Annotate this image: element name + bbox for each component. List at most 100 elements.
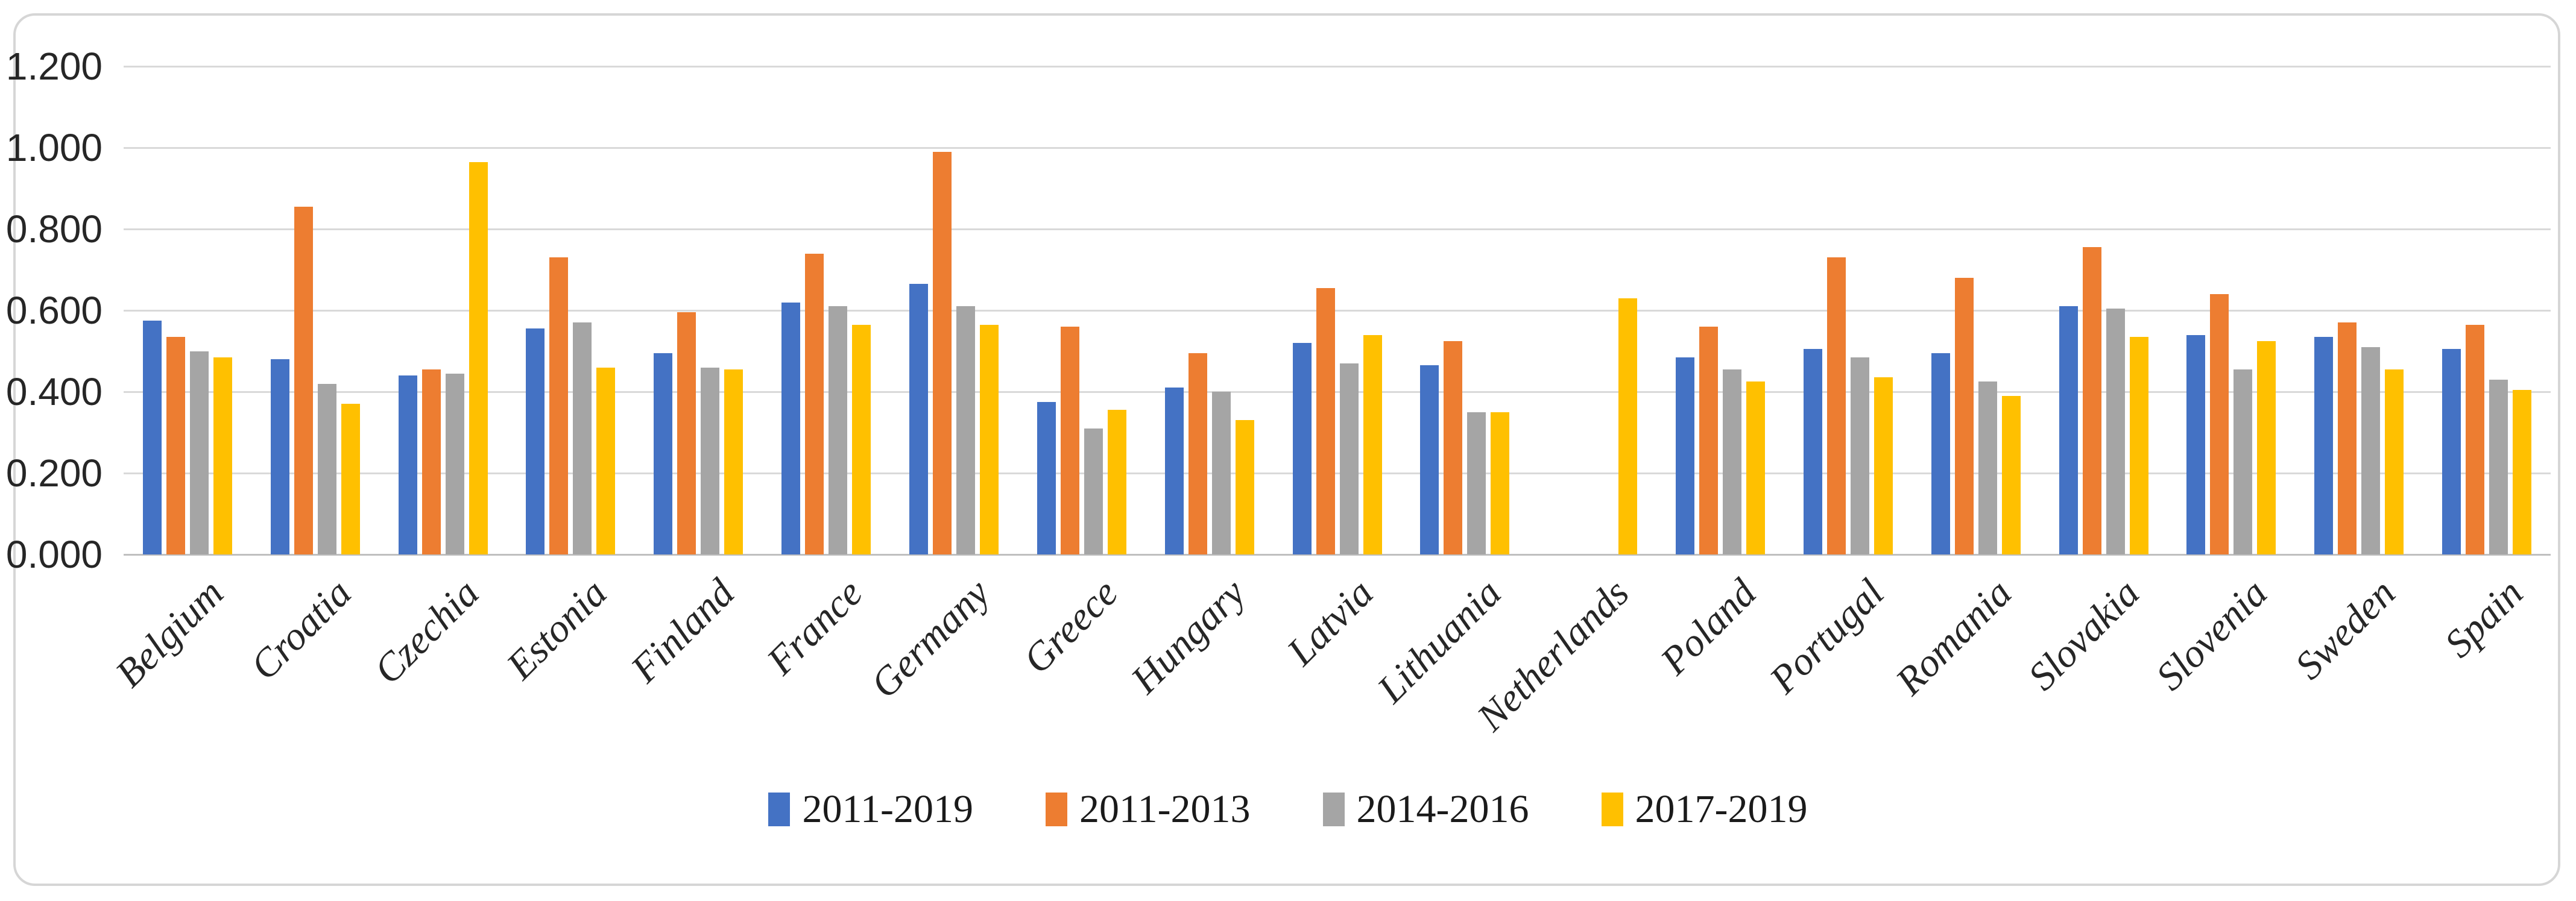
- bar-2014-2016-Belgium: [189, 351, 209, 554]
- bar-2011-2019-Portugal: [1803, 349, 1822, 554]
- bar-2017-2019-Slovenia: [2257, 341, 2276, 554]
- y-tick-label: 0.000: [5, 533, 103, 576]
- bar-2014-2016-Slovakia: [2106, 308, 2125, 554]
- chart-outer-border: [13, 13, 2560, 886]
- bar-2011-2019-Belgium: [142, 320, 162, 554]
- x-axis-label-Slovenia: Slovenia: [2147, 571, 2276, 699]
- bar-2017-2019-Netherlands: [1618, 298, 1638, 554]
- legend-label: 2011-2013: [1079, 787, 1251, 831]
- bar-2017-2019-Slovakia: [2129, 336, 2148, 554]
- bar-2017-2019-Latvia: [1363, 334, 1382, 554]
- bar-2011-2013-Greece: [1060, 327, 1079, 554]
- bar-2017-2019-Poland: [1746, 381, 1766, 554]
- bar-2014-2016-Lithuania: [1467, 412, 1486, 554]
- bar-2011-2013-Sweden: [2338, 322, 2357, 554]
- bar-2011-2013-Romania: [1954, 278, 1974, 554]
- gridline: [124, 309, 2551, 312]
- x-axis-label-Slovakia: Slovakia: [2020, 571, 2148, 699]
- bar-2017-2019-Belgium: [213, 357, 232, 554]
- x-axis-label-Germany: Germany: [862, 571, 999, 707]
- bar-2011-2019-Poland: [1676, 357, 1695, 554]
- x-axis-label-Croatia: Croatia: [242, 571, 360, 689]
- bar-2014-2016-Portugal: [1850, 357, 1869, 554]
- bar-2017-2019-Portugal: [1874, 377, 1893, 554]
- bar-2011-2019-Slovenia: [2186, 334, 2206, 554]
- legend-label: 2011-2019: [802, 787, 974, 831]
- bar-2011-2013-Slovakia: [2082, 247, 2101, 554]
- bar-2011-2019-Germany: [909, 284, 928, 554]
- bar-2017-2019-Estonia: [596, 367, 616, 554]
- bar-2017-2019-Greece: [1107, 410, 1126, 554]
- bar-2011-2013-Lithuania: [1444, 341, 1463, 554]
- bar-2011-2013-Portugal: [1826, 257, 1846, 554]
- bar-2011-2013-Germany: [932, 151, 952, 554]
- legend-item-2017-2019: 2017-2019: [1601, 787, 1808, 831]
- bar-2011-2019-Romania: [1931, 353, 1950, 554]
- bar-2011-2019-Greece: [1037, 401, 1056, 554]
- bar-2017-2019-Finland: [724, 369, 743, 554]
- legend-item-2011-2013: 2011-2013: [1046, 790, 1251, 829]
- y-tick-label: 0.200: [5, 451, 103, 495]
- gridline: [124, 146, 2551, 149]
- x-axis-label-Poland: Poland: [1652, 571, 1765, 683]
- bar-2011-2019-Lithuania: [1420, 365, 1439, 554]
- bar-2011-2019-Slovakia: [2059, 306, 2078, 554]
- bar-2011-2019-Latvia: [1292, 343, 1312, 554]
- x-axis-label-Romania: Romania: [1887, 571, 2021, 704]
- y-tick-label: 1.200: [5, 45, 103, 88]
- bar-2014-2016-Latvia: [1339, 363, 1359, 554]
- bar-2011-2013-Belgium: [166, 336, 185, 554]
- legend-label: 2014-2016: [1356, 787, 1529, 831]
- bar-2011-2019-France: [781, 302, 801, 554]
- bar-2011-2013-France: [805, 253, 824, 554]
- bar-2011-2019-Sweden: [2314, 336, 2334, 554]
- bar-2014-2016-Spain: [2489, 379, 2508, 554]
- bar-2017-2019-Germany: [979, 324, 999, 554]
- x-axis-label-Latvia: Latvia: [1278, 571, 1382, 674]
- legend-marker-icon: [768, 793, 791, 826]
- legend: 2011-2019 2011-2013 2014-2016 2017-2019: [0, 790, 2576, 829]
- bar-2011-2019-Hungary: [1164, 388, 1184, 554]
- bar-2011-2013-Czechia: [421, 369, 441, 554]
- bar-2017-2019-Croatia: [341, 404, 360, 554]
- y-tick-label: 1.000: [5, 126, 103, 169]
- bar-2011-2019-Finland: [654, 353, 673, 554]
- bar-2011-2013-Slovenia: [2210, 294, 2229, 554]
- bar-2011-2019-Czechia: [398, 375, 417, 554]
- bar-2014-2016-Hungary: [1211, 392, 1231, 554]
- bar-2014-2016-Greece: [1084, 428, 1103, 554]
- bar-2014-2016-Croatia: [317, 383, 336, 554]
- bar-2017-2019-Lithuania: [1491, 412, 1510, 554]
- bar-2017-2019-Sweden: [2385, 369, 2404, 554]
- bar-2017-2019-Spain: [2513, 389, 2532, 554]
- x-axis-label-Spain: Spain: [2436, 571, 2531, 667]
- bar-2017-2019-Romania: [2001, 395, 2021, 554]
- legend-label: 2017-2019: [1635, 787, 1808, 831]
- x-axis-label-Portugal: Portugal: [1761, 571, 1893, 702]
- y-tick-label: 0.800: [5, 207, 103, 251]
- bar-2014-2016-Slovenia: [2233, 369, 2253, 554]
- x-axis-label-Belgium: Belgium: [107, 571, 232, 696]
- legend-marker-icon: [1046, 793, 1068, 826]
- gridline: [124, 65, 2551, 67]
- bar-2014-2016-Poland: [1723, 369, 1742, 554]
- bar-2014-2016-Sweden: [2361, 347, 2381, 554]
- legend-item-2014-2016: 2014-2016: [1322, 787, 1529, 831]
- legend-marker-icon: [1601, 793, 1623, 826]
- x-axis-label-Finland: Finland: [622, 571, 743, 691]
- gridline: [124, 472, 2551, 474]
- y-tick-label: 0.400: [5, 370, 103, 413]
- x-axis-label-France: France: [758, 571, 871, 683]
- bar-2011-2019-Estonia: [526, 328, 545, 554]
- bar-2011-2013-Spain: [2466, 324, 2485, 554]
- bar-2011-2013-Finland: [677, 312, 696, 554]
- gridline: [124, 228, 2551, 230]
- x-axis-label-Czechia: Czechia: [365, 571, 488, 693]
- bar-2011-2013-Estonia: [549, 257, 569, 554]
- gridline: [124, 391, 2551, 393]
- bar-2011-2013-Latvia: [1316, 287, 1335, 554]
- bar-2011-2013-Hungary: [1188, 353, 1207, 554]
- bar-2011-2019-Spain: [2442, 349, 2461, 554]
- bar-2011-2013-Poland: [1699, 327, 1719, 554]
